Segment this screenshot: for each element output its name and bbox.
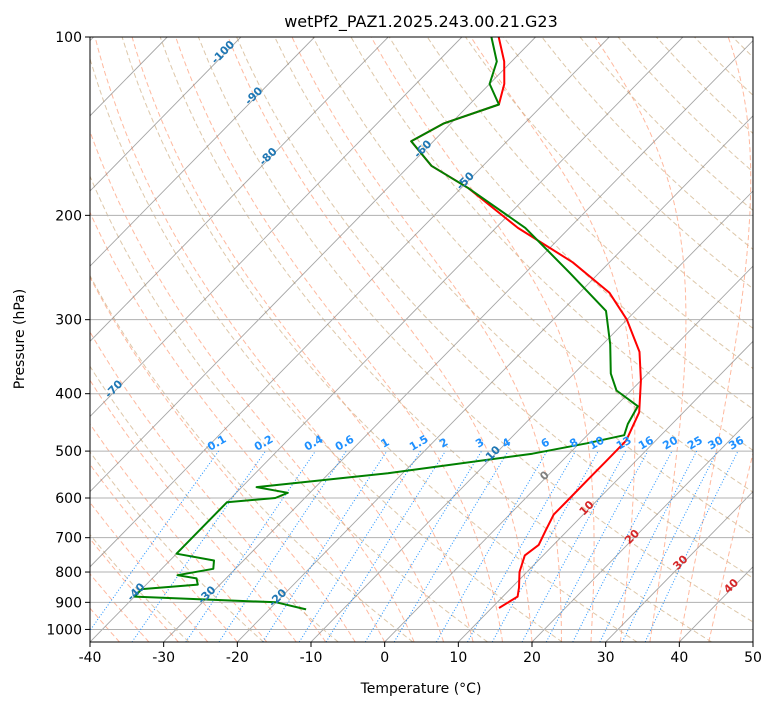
dry-adiabat (90, 56, 563, 642)
isotherm-line (90, 37, 315, 267)
plot-frame (89, 36, 754, 643)
isotherm-line (90, 37, 610, 568)
moist-adiabat (470, 37, 636, 642)
moist-adiabat (90, 330, 327, 642)
x-axis-ticks: -40 -30 -20 -10 0 10 20 30 40 50 (79, 642, 762, 666)
moist-adiabat (90, 501, 209, 642)
dry-adiabat (121, 37, 638, 642)
y-tick-label: 100 (55, 30, 82, 46)
mixing-ratio-line (218, 450, 347, 642)
y-tick-label: 300 (55, 313, 82, 329)
y-tick-label: 900 (55, 595, 82, 611)
isotherm-line (531, 415, 753, 642)
mixing-ratio-line (572, 450, 673, 642)
isotherm-line (237, 115, 753, 642)
isotherm-line (90, 37, 389, 342)
y-tick-label: 800 (55, 565, 82, 581)
dry-adiabat (90, 274, 414, 642)
moist-adiabat (90, 423, 268, 642)
y-axis-label: Pressure (hPa) (12, 289, 28, 389)
dry-adiabat (465, 37, 753, 329)
moist-adiabat (90, 538, 179, 642)
mixing-ratio-line (298, 450, 422, 642)
isotherm-line (310, 190, 753, 642)
x-tick-label: 10 (449, 650, 467, 666)
x-tick-label: -10 (300, 650, 323, 666)
dry-adiabat (274, 37, 753, 536)
plot-area: -100-90-80-70-60-50-40 -30 -20-10010203040… (90, 37, 753, 642)
moist-adiabat (678, 37, 752, 642)
x-tick-label: -20 (226, 650, 249, 666)
x-tick-label: 0 (380, 650, 389, 666)
mixing-ratio-line (393, 450, 509, 642)
moist-adiabat (90, 276, 356, 642)
moist-adiabat (94, 37, 445, 642)
mixing-ratio-line (364, 450, 483, 642)
mixing-ratio-line (599, 450, 698, 642)
dry-adiabat (503, 37, 753, 290)
mixing-ratio-line (435, 450, 548, 642)
isotherm-line (90, 37, 536, 493)
mixing-ratio-line (262, 450, 388, 642)
y-tick-label: 700 (55, 531, 82, 547)
moist-adiabat (227, 37, 533, 642)
moist-adiabat (131, 37, 474, 642)
moist-adiabat (175, 37, 503, 642)
y-tick-label: 400 (55, 387, 82, 403)
dry-adiabat (159, 37, 712, 642)
x-tick-label: -40 (79, 650, 102, 666)
x-axis-label: Temperature (°C) (360, 681, 482, 697)
y-tick-label: 200 (55, 208, 82, 224)
dry-adiabat (90, 533, 190, 642)
dewpoint-line (133, 37, 639, 611)
x-tick-label: 30 (597, 650, 615, 666)
y-tick-label: 500 (55, 444, 82, 460)
isotherm-line (90, 37, 463, 418)
y-axis-ticks: 100 200 300 400 500 600 700 800 900 1000 (46, 30, 90, 638)
sounding-profiles (133, 37, 642, 611)
moist-adiabat (90, 379, 297, 642)
isotherm-line (163, 39, 753, 642)
x-tick-label: 40 (670, 650, 688, 666)
dry-adiabat (197, 37, 753, 623)
moist-adiabat (594, 37, 687, 642)
pressure-gridlines (90, 37, 753, 630)
isotherm-line (605, 491, 753, 642)
x-tick-label: -30 (152, 650, 175, 666)
dry-adiabat (312, 37, 753, 493)
mixing-ratio-line (325, 450, 446, 642)
dry-adiabats (90, 37, 753, 642)
isotherm-line (384, 265, 753, 642)
moist-adiabat (370, 37, 595, 642)
moist-adiabat (90, 463, 238, 642)
y-tick-label: 600 (55, 491, 82, 507)
moist-adiabat (291, 37, 562, 642)
dry-adiabat (90, 365, 339, 642)
dry-adiabat (388, 37, 753, 410)
y-tick-label: 1000 (46, 622, 82, 638)
isotherm-line (458, 340, 753, 642)
x-tick-label: 50 (744, 650, 762, 666)
chart-title: wetPf2_PAZ1.2025.243.00.21.G23 (284, 12, 558, 32)
isotherm-line (90, 37, 242, 192)
dry-adiabat (236, 37, 753, 579)
x-tick-label: 20 (523, 650, 541, 666)
